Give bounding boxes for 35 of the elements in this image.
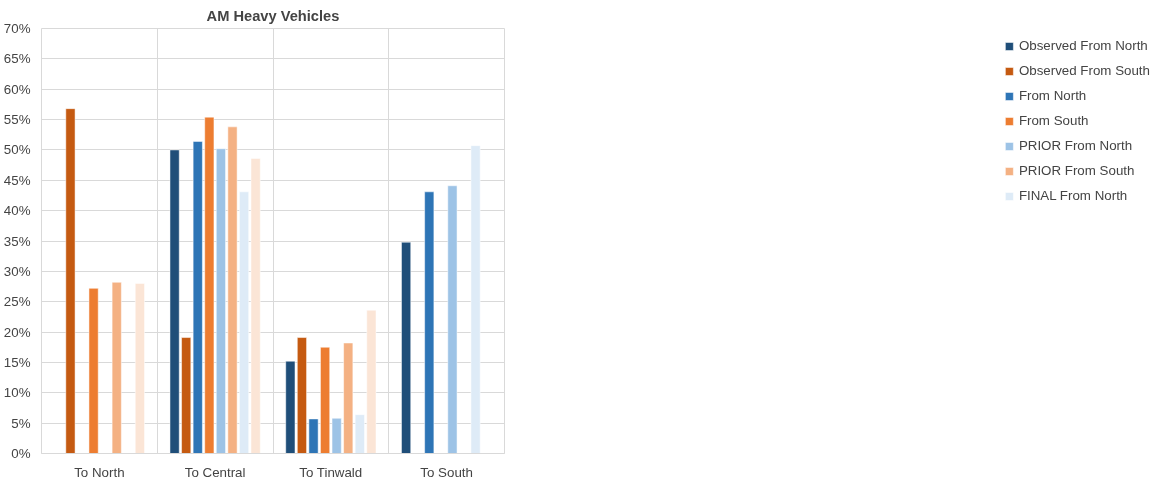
y-tick-label: 20%: [3, 324, 31, 340]
y-tick-label: 5%: [11, 415, 31, 431]
y-tick-label: 25%: [3, 294, 31, 310]
legend-label: From North: [1018, 88, 1087, 103]
legend-label: FINAL From North: [1018, 188, 1128, 203]
x-tick-label: To North: [74, 464, 125, 480]
bar: [447, 185, 458, 454]
bar: [470, 145, 481, 454]
bar: [401, 241, 411, 454]
legend-label: Observed From North: [1018, 38, 1148, 53]
bar: [65, 108, 76, 454]
legend-label: Observed From South: [1018, 63, 1150, 78]
legend-label: PRIOR From North: [1018, 138, 1133, 153]
bar: [424, 191, 435, 454]
legend-label: From South: [1018, 113, 1089, 128]
y-tick-label: 30%: [3, 263, 31, 279]
x-tick-label: To Tinwald: [299, 464, 363, 480]
y-tick-label: 35%: [3, 233, 31, 249]
y-tick-label: 40%: [3, 203, 31, 219]
bar: [88, 288, 99, 454]
y-tick-label: 45%: [3, 172, 31, 188]
y-tick-label: 10%: [3, 385, 31, 401]
y-tick-label: 65%: [3, 51, 31, 67]
y-tick-label: 15%: [3, 354, 31, 370]
y-tick-label: 70%: [3, 21, 31, 36]
chart-title: AM Heavy Vehicles: [206, 7, 340, 24]
bar: [111, 282, 122, 454]
y-tick-label: 60%: [3, 81, 31, 97]
y-tick-label: 55%: [3, 112, 31, 128]
x-tick-label: To South: [420, 464, 473, 480]
y-tick-label: 0%: [11, 446, 31, 461]
x-tick-label: To Central: [184, 464, 246, 480]
legend-label: PRIOR From South: [1018, 163, 1135, 178]
y-tick-label: 50%: [3, 142, 31, 158]
bar: [135, 283, 145, 454]
